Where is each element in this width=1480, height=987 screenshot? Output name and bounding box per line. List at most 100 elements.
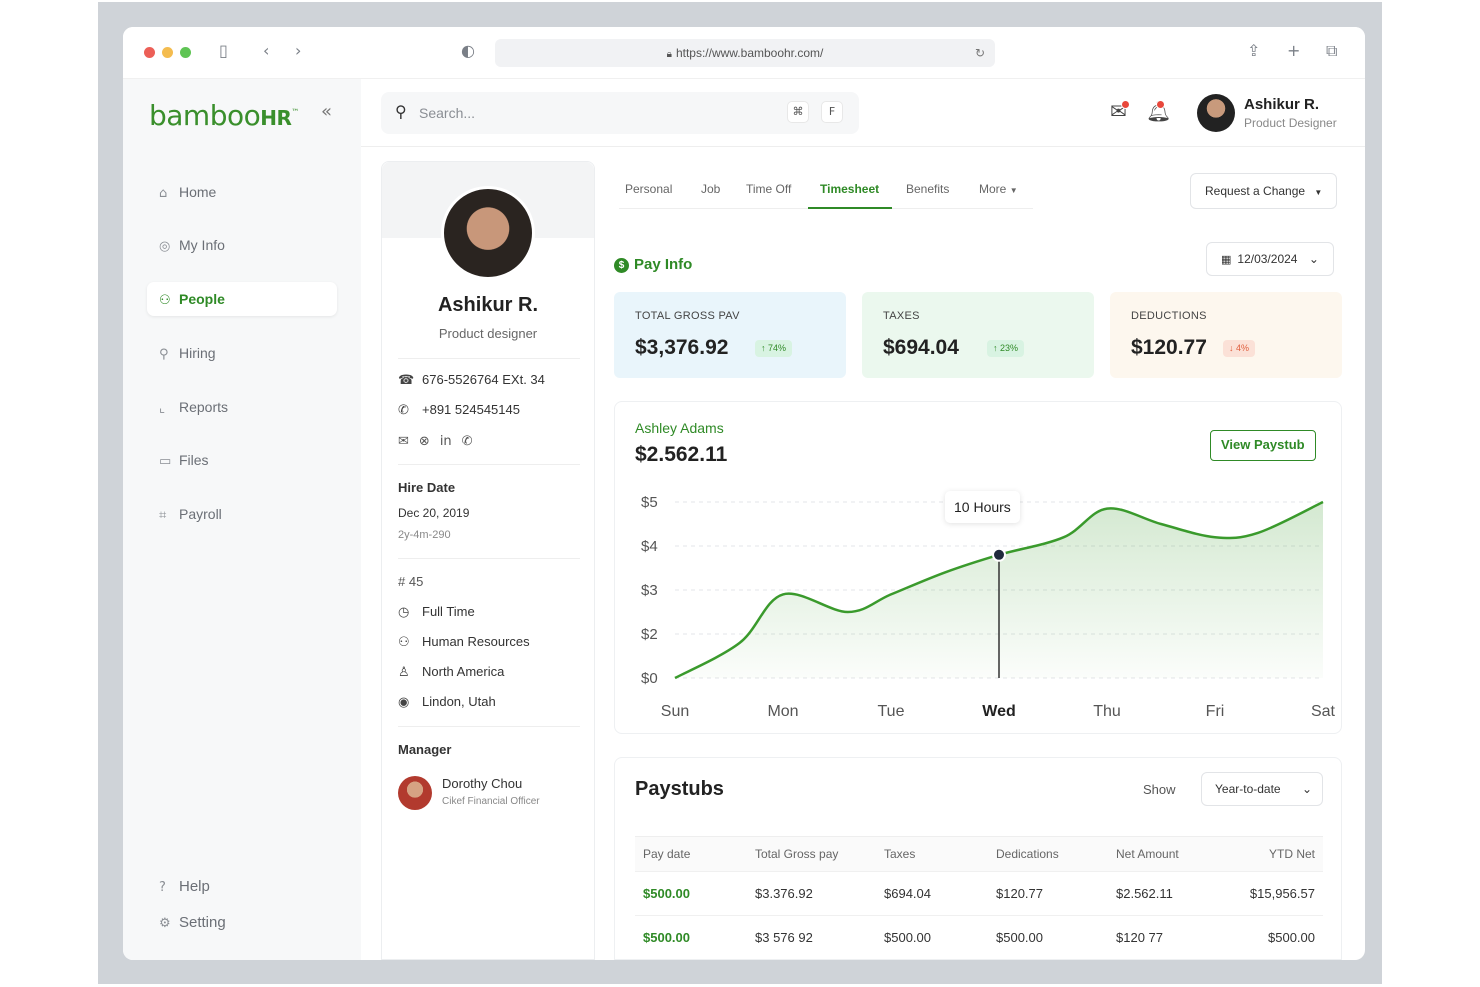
email-icon[interactable]: ✉ [398, 434, 409, 449]
table-cell[interactable]: $500.00 [643, 886, 690, 901]
region: ♙ North America [398, 664, 504, 680]
tab-job[interactable]: Job [701, 182, 721, 196]
region-text: North America [422, 664, 505, 679]
forward-icon[interactable]: › [295, 41, 302, 60]
reload-icon[interactable]: ↻ [974, 46, 985, 60]
card-label: TOTAL GROSS PAV [635, 310, 740, 322]
earnings-amount: $2.562.11 [635, 443, 728, 466]
table-cell: $120.77 [996, 886, 1043, 901]
office-phone-icon: ☎ [398, 373, 415, 388]
home-icon: ⌂ [159, 186, 168, 201]
date-picker[interactable]: ▦ 12/03/2024 ⌄ [1206, 242, 1334, 276]
sidebar-item-reports[interactable]: ⌞ Reports [147, 390, 337, 424]
browser-toolbar: ▯ ‹ › ◐ 🔒︎ https://www.bamboohr.com/ ↻ ⇪ … [123, 27, 1365, 79]
address-bar[interactable]: 🔒︎ https://www.bamboohr.com/ ↻ [495, 39, 995, 67]
column-header[interactable]: Pay date [643, 847, 691, 861]
minimize-window-button[interactable] [162, 47, 173, 58]
hiring-icon: ⚲ [159, 347, 169, 362]
sidebar-item-label: Setting [179, 914, 226, 931]
divider [398, 726, 580, 727]
show-label: Show [1143, 782, 1176, 797]
tab-more[interactable]: More ▼ [979, 182, 1018, 196]
divider [398, 464, 580, 465]
linkedin-icon[interactable]: in [439, 434, 452, 449]
mobile-phone[interactable]: ✆ +891 524545145 [398, 402, 520, 418]
close-window-button[interactable] [144, 47, 155, 58]
table-row[interactable]: $500.00 $3 576 92 $500.00 $500.00 $120 77 $50… [635, 915, 1323, 959]
search-bar[interactable]: ⚲ Search... ⌘ F [381, 92, 859, 134]
sidebar-item-setting[interactable]: ⚙ Setting [147, 906, 337, 940]
search-input[interactable]: Search... [419, 105, 476, 121]
sidebar-item-files[interactable]: ▭ Files [147, 443, 337, 477]
pay-summary-card: DEDUCTIONS $120.77 ↓ 4% [1110, 292, 1342, 378]
column-header[interactable]: Net Amount [1116, 847, 1179, 861]
office-phone[interactable]: ☎ 676-5526764 EXt. 34 [398, 372, 545, 388]
period-select[interactable]: Year-to-date ⌄ [1201, 772, 1323, 806]
employee-number: # 45 [398, 574, 424, 589]
column-header[interactable]: Taxes [884, 847, 916, 861]
manager-label: Manager [398, 742, 452, 757]
manager-name[interactable]: Dorothy Chou [442, 776, 523, 791]
tab-time-off[interactable]: Time Off [746, 182, 792, 196]
table-header: Pay date Total Gross pay Taxes Dedications N… [635, 837, 1323, 871]
caret-down-icon: ▼ [1314, 188, 1323, 197]
arrow-down-icon: ↓ [1229, 343, 1237, 353]
paystubs-table: Pay date Total Gross pay Taxes Dedications N… [635, 836, 1323, 959]
sidebar-item-label: Reports [179, 399, 229, 415]
divider [398, 358, 580, 359]
x-icon[interactable]: ⊗ [418, 434, 430, 449]
sidebar-toggle-icon[interactable]: ▯ [219, 41, 228, 60]
request-change-button[interactable]: Request a Change ▼ [1190, 173, 1338, 209]
change-value: 23% [1000, 343, 1019, 353]
view-paystub-button[interactable]: View Paystub [1210, 430, 1316, 461]
hire-date-label: Hire Date [398, 480, 456, 495]
tabs-overview-icon[interactable]: ⧉ [1326, 41, 1338, 60]
bamboohr-logo[interactable]: bambooHR™ [149, 99, 299, 132]
tab-personal[interactable]: Personal [625, 182, 673, 196]
sidebar-item-home[interactable]: ⌂ Home [147, 175, 337, 209]
sidebar-item-label: Files [179, 452, 209, 468]
table-cell: $694.04 [884, 886, 931, 901]
sidebar-item-hiring[interactable]: ⚲ Hiring [147, 336, 337, 370]
column-header[interactable]: Total Gross pay [755, 847, 839, 861]
table-cell: $3 576 92 [755, 930, 813, 945]
earnings-chart-card: Ashley Adams $2.562.11 View Paystub $5 $4… [614, 401, 1342, 734]
user-name[interactable]: Ashikur R. [1244, 96, 1320, 113]
sidebar-item-label: Hiring [179, 345, 216, 361]
sidebar-item-label: Help [179, 878, 210, 895]
sidebar-item-my-info[interactable]: ◎ My Info [147, 228, 337, 262]
tab-more-label: More [979, 182, 1007, 196]
column-header[interactable]: Dedications [996, 847, 1059, 861]
x-tick-label: Sat [1311, 703, 1336, 720]
tab-timesheet[interactable]: Timesheet [820, 182, 880, 196]
sidebar-item-help[interactable]: ? Help [147, 870, 337, 904]
x-tick-label: Sun [661, 703, 689, 720]
table-row[interactable]: $500.00 $3.376.92 $694.04 $120.77 $2.562.11 $… [635, 871, 1323, 915]
sidebar-item-people[interactable]: ⚇ People [147, 282, 337, 316]
x-tick-label: Tue [878, 703, 905, 720]
table-cell[interactable]: $500.00 [643, 930, 690, 945]
new-tab-icon[interactable]: + [1287, 41, 1301, 60]
logo-trademark: ™ [291, 107, 299, 117]
active-tab-indicator [808, 207, 892, 209]
whatsapp-icon[interactable]: ✆ [461, 434, 473, 449]
mobile-phone-text: +891 524545145 [422, 402, 520, 417]
privacy-shield-icon[interactable]: ◐ [461, 41, 475, 60]
maximize-window-button[interactable] [180, 47, 191, 58]
notification-badge [1156, 100, 1165, 109]
sidebar-item-payroll[interactable]: ⌗ Payroll [147, 497, 337, 531]
reports-icon: ⌞ [159, 401, 166, 416]
url-text: https://www.bamboohr.com/ [675, 46, 824, 60]
table-cell: $500.00 [884, 930, 931, 945]
user-avatar[interactable] [1197, 94, 1235, 132]
manager-avatar[interactable] [398, 776, 432, 810]
tab-benefits[interactable]: Benefits [906, 182, 950, 196]
collapse-sidebar-icon[interactable]: « [321, 101, 333, 122]
arrow-up-icon: ↑ [761, 343, 769, 353]
back-icon[interactable]: ‹ [263, 41, 270, 60]
chart-tooltip: 10 Hours [945, 491, 1020, 523]
column-header[interactable]: YTD Net [1268, 847, 1315, 861]
share-icon[interactable]: ⇪ [1247, 41, 1261, 60]
card-value: $120.77 [1131, 336, 1207, 359]
people-icon: ⚇ [159, 293, 171, 308]
